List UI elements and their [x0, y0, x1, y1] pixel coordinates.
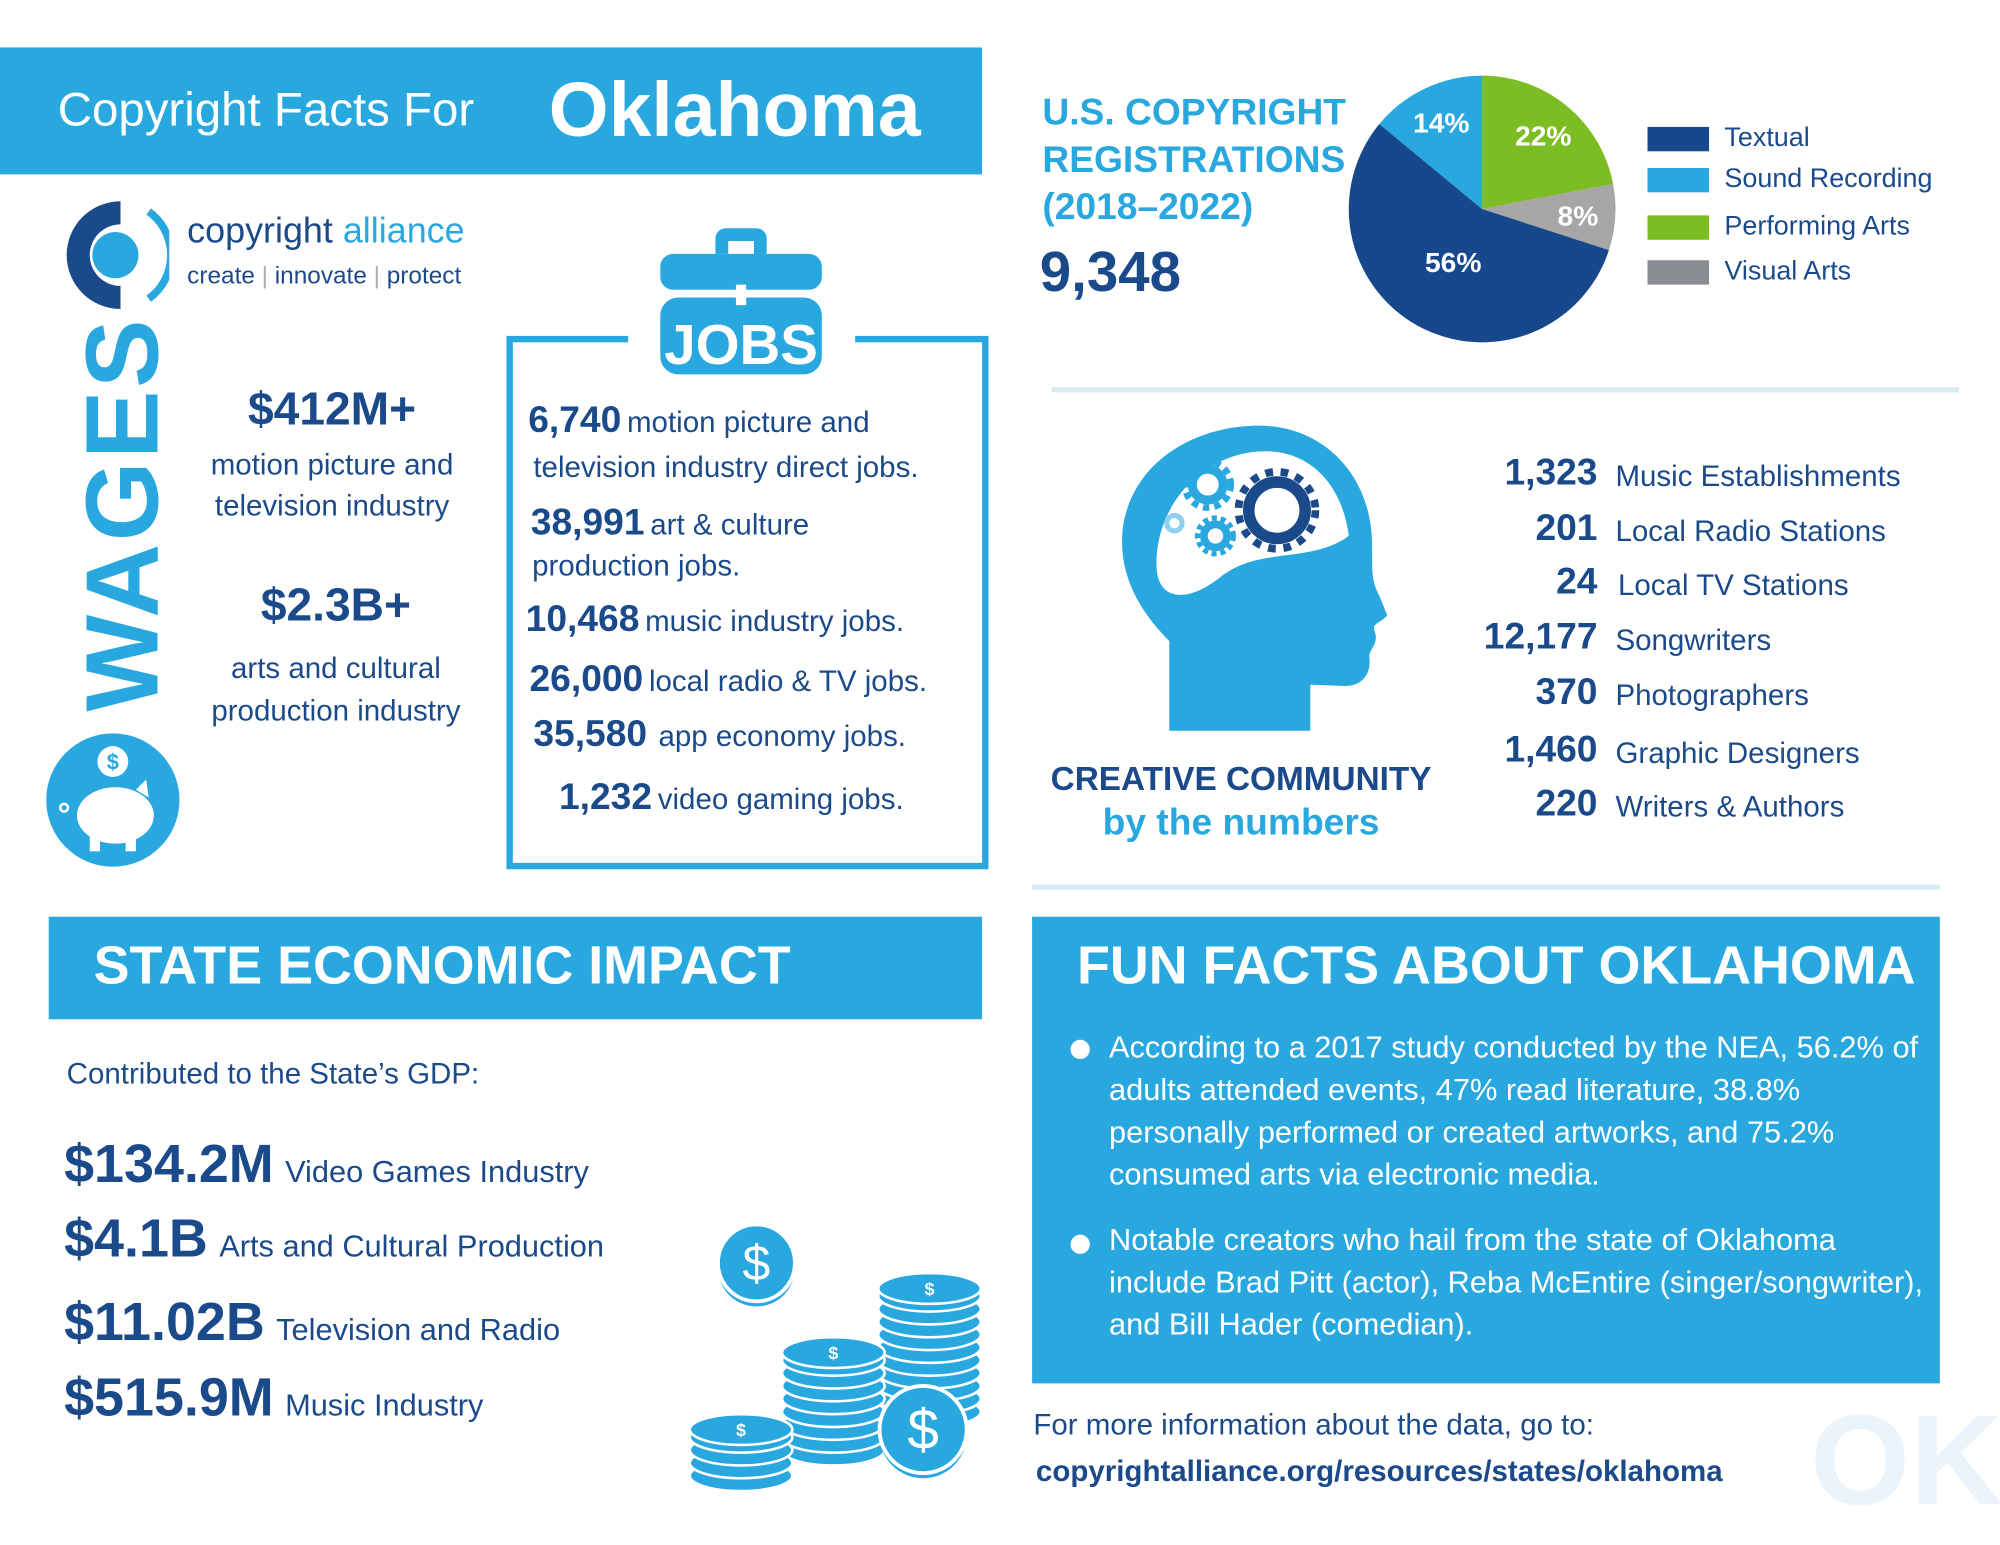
creative-label: Photographers: [1615, 678, 1809, 712]
creative-title: CREATIVE COMMUNITY: [1050, 759, 1432, 798]
svg-text:$: $: [107, 749, 119, 774]
piggy-bank-icon: $: [46, 733, 180, 867]
logo-name: copyright alliance: [187, 210, 465, 251]
legend-item: Performing Arts: [1647, 211, 1910, 243]
bullet-icon: [1070, 1039, 1090, 1060]
dollar-icon: $: [743, 1235, 771, 1291]
legend-label: Textual: [1724, 123, 1810, 153]
state-watermark: OK: [1810, 1388, 2000, 1533]
legend-swatch: [1647, 214, 1710, 240]
gdp-item: $4.1B Arts and Cultural Production: [64, 1207, 605, 1268]
fun-facts-box: FUN FACTS ABOUT OKLAHOMA According to a …: [1032, 916, 1940, 1384]
job-item: 6,740 motion picture and: [528, 400, 870, 442]
coin-top: [876, 1271, 983, 1306]
pie-slice-textual: [1348, 123, 1609, 343]
job-item: 35,580 app economy jobs.: [533, 714, 907, 756]
creative-label: Local Radio Stations: [1615, 514, 1886, 548]
economic-banner: STATE ECONOMIC IMPACT: [48, 916, 983, 1020]
creative-count: 370: [1535, 671, 1598, 713]
divider: [1051, 387, 1960, 393]
legend-item: Visual Arts: [1647, 256, 1851, 287]
footer-url-link[interactable]: copyrightalliance.org/resources/states/o…: [1035, 1453, 1723, 1488]
pie-label: 22%: [1515, 119, 1571, 151]
pie-slice-performing-arts: [1482, 75, 1614, 209]
coin-top: [688, 1412, 794, 1447]
creative-label: Writers & Authors: [1615, 789, 1845, 824]
job-item: 1,232 video gaming jobs.: [558, 776, 904, 818]
fun-fact: According to a 2017 study conducted by t…: [1109, 1030, 1919, 1193]
head-gears-icon: [1122, 425, 1388, 731]
registrations-total: 9,348: [1039, 241, 1181, 304]
job-item-cont: television industry direct jobs.: [533, 450, 919, 484]
legend-label: Visual Arts: [1724, 256, 1852, 286]
coin-face: [877, 1384, 969, 1476]
header-banner: Copyright Facts For Oklahoma: [0, 47, 983, 175]
economic-title: STATE ECONOMIC IMPACT: [93, 934, 791, 995]
footer-text: For more information about the data, go …: [1033, 1407, 1594, 1442]
legend-item: Sound Recording: [1647, 164, 1932, 195]
wages-item: $412M+ motion picture and television ind…: [210, 382, 454, 522]
job-item-cont: production jobs.: [532, 548, 741, 583]
registrations-pie-chart: 22% 8% 56% 14%: [1348, 75, 1616, 343]
fun-facts-title: FUN FACTS ABOUT OKLAHOMA: [1076, 934, 1916, 995]
pie-label: 8%: [1558, 199, 1599, 231]
gdp-item: $134.2M Video Games Industry: [64, 1133, 589, 1194]
job-item: 26,000 local radio & TV jobs.: [529, 658, 928, 701]
legend-item: Textual: [1647, 123, 1810, 154]
dollar-icon: $: [907, 1399, 939, 1462]
wages-item: $2.3B+ arts and cultural production indu…: [211, 578, 461, 727]
registrations-title: U.S. COPYRIGHT REGISTRATIONS (2018–2022): [1042, 92, 1347, 229]
dollar-icon: $: [925, 1279, 935, 1299]
header-prefix: Copyright Facts For: [57, 83, 475, 136]
legend-swatch: [1647, 259, 1710, 284]
creative-count: 1,460: [1504, 729, 1598, 771]
creative-count: 12,177: [1483, 616, 1598, 658]
creative-count: 1,323: [1504, 452, 1598, 494]
fun-fact: Notable creators who hail from the state…: [1109, 1223, 1924, 1343]
legend-swatch: [1647, 167, 1710, 192]
briefcase-icon: JOBS: [660, 228, 822, 376]
legend-label: Performing Arts: [1724, 211, 1910, 242]
creative-count: 220: [1535, 783, 1598, 825]
pie-slice-sound-recording: [1379, 75, 1483, 209]
copyright-alliance-logo-icon: [66, 201, 170, 309]
creative-label: Graphic Designers: [1615, 735, 1860, 770]
economic-intro: Contributed to the State’s GDP:: [66, 1056, 480, 1090]
legend-swatch: [1647, 126, 1710, 151]
coin-top: [780, 1335, 886, 1370]
pie-label: 56%: [1425, 246, 1481, 278]
coin-face: [716, 1224, 797, 1304]
gdp-item: $11.02B Television and Radio: [64, 1291, 561, 1352]
pie-slice-visual-arts: [1482, 183, 1616, 251]
legend-label: Sound Recording: [1724, 164, 1933, 194]
divider: [1032, 884, 1940, 890]
gdp-item: $515.9M Music Industry: [64, 1366, 484, 1427]
dollar-icon: $: [828, 1343, 838, 1363]
creative-subtitle: by the numbers: [1102, 802, 1380, 844]
logo-tagline: create | innovate | protect: [187, 262, 462, 290]
creative-count: 201: [1535, 507, 1598, 549]
dollar-icon: $: [736, 1420, 746, 1440]
header-state: Oklahoma: [548, 66, 921, 153]
pie-label: 14%: [1413, 106, 1469, 138]
creative-label: Songwriters: [1615, 623, 1772, 657]
coin-stacks-icon: $ $ $ $ $: [688, 1224, 983, 1493]
job-item: 38,991 art & culture: [530, 502, 810, 544]
svg-text:JOBS: JOBS: [664, 313, 818, 376]
wages-title: WAGES: [65, 316, 180, 712]
creative-label: Music Establishments: [1615, 458, 1901, 493]
creative-label: Local TV Stations: [1618, 567, 1849, 602]
creative-count: 24: [1556, 561, 1598, 603]
job-item: 10,468 music industry jobs.: [525, 598, 905, 640]
bullet-icon: [1070, 1234, 1090, 1254]
